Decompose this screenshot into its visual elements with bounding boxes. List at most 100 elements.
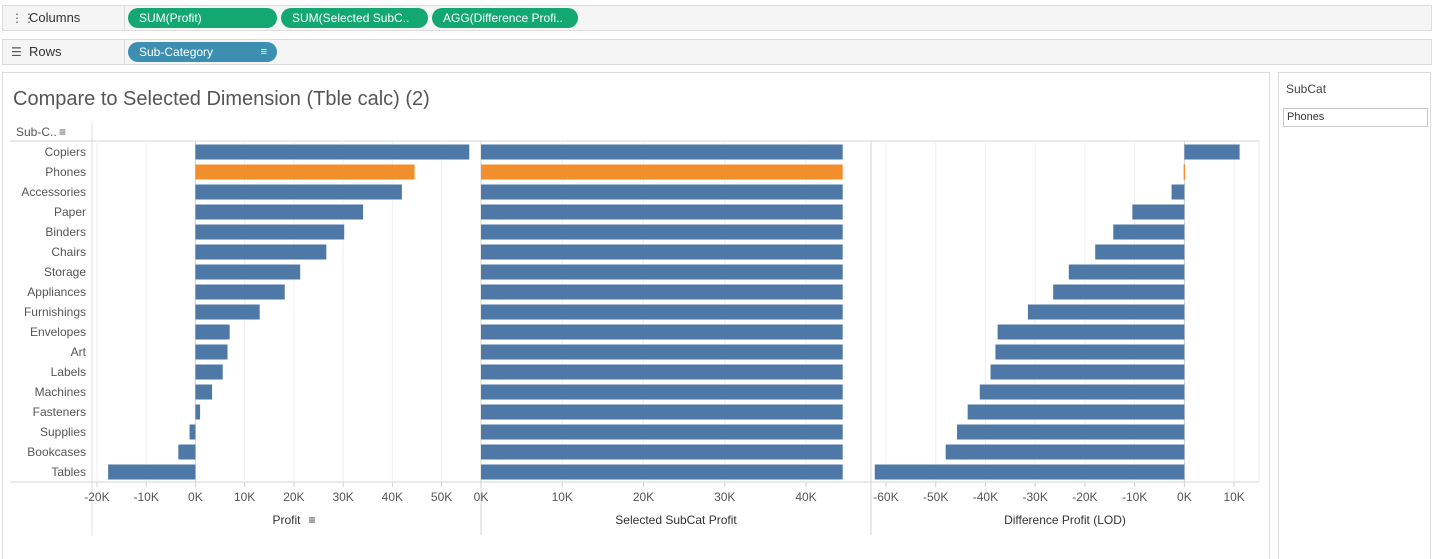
tick-label: 40K (382, 490, 403, 504)
chart-title: Compare to Selected Dimension (Tble calc… (13, 88, 430, 110)
bar (195, 324, 230, 340)
rows-pill-subcategory-label: Sub-Category (139, 45, 214, 59)
sort-descending-icon[interactable]: ≡ (260, 46, 267, 58)
columns-pill-difference-label: AGG(Difference Profi.. (443, 11, 563, 25)
bar (995, 344, 1185, 360)
filter-input[interactable]: Phones (1283, 108, 1428, 127)
bar (997, 324, 1185, 340)
tick-label: -50K (923, 490, 948, 504)
rows-shelf-label: ☰ Rows (3, 40, 125, 64)
bar (195, 204, 364, 220)
columns-pill-selected[interactable]: SUM(Selected SubC.. (281, 8, 428, 28)
bar (874, 464, 1185, 480)
bar (1184, 144, 1240, 160)
bar-chart: Sub-C.. ≡CopiersPhonesAccessoriesPaperBin… (10, 122, 1260, 535)
columns-pill-selected-label: SUM(Selected SubC.. (292, 11, 410, 25)
bar (195, 364, 223, 380)
tick-label: 10K (234, 490, 255, 504)
rows-shelf: ☰ Rows Sub-Category ≡ (2, 39, 1432, 65)
category-label: Copiers (45, 145, 86, 159)
bar (481, 324, 843, 340)
category-label: Labels (51, 365, 86, 379)
tick-label: 0K (1177, 490, 1192, 504)
columns-shelf-label: ⋮⋮Columns (3, 6, 125, 30)
bar (195, 284, 285, 300)
tick-label: -30K (1022, 490, 1047, 504)
bar (195, 164, 415, 180)
category-label: Phones (45, 165, 86, 179)
row-header-label: Sub-C.. (16, 125, 57, 139)
category-label: Binders (45, 225, 86, 239)
bar (195, 404, 201, 420)
category-label: Storage (44, 265, 86, 279)
bar (481, 224, 843, 240)
bar (1053, 284, 1185, 300)
bar (1171, 184, 1185, 200)
columns-pill-difference[interactable]: AGG(Difference Profi.. (432, 8, 578, 28)
bar (195, 304, 260, 320)
bar (481, 424, 843, 440)
bar (957, 424, 1185, 440)
category-label: Fasteners (33, 405, 86, 419)
tick-label: -60K (873, 490, 898, 504)
category-label: Appliances (27, 285, 86, 299)
bar (195, 144, 470, 160)
bar (108, 464, 196, 480)
bar (990, 364, 1185, 380)
bar (481, 464, 843, 480)
tick-label: -10K (1122, 490, 1147, 504)
category-label: Chairs (51, 245, 86, 259)
axis-title: Selected SubCat Profit (615, 513, 737, 527)
bar (195, 264, 301, 280)
category-label: Tables (51, 465, 86, 479)
tick-label: -20K (1072, 490, 1097, 504)
bar (481, 444, 843, 460)
axis-title: Profit (272, 513, 301, 527)
category-label: Bookcases (27, 445, 86, 459)
tick-label: 40K (795, 490, 816, 504)
tick-label: -20K (84, 490, 109, 504)
bar (178, 444, 196, 460)
axis-title: Difference Profit (LOD) (1004, 513, 1126, 527)
category-label: Machines (35, 385, 86, 399)
columns-pill-profit[interactable]: SUM(Profit) (128, 8, 277, 28)
rows-label: Rows (29, 44, 62, 59)
sort-descending-icon: ≡ (59, 125, 66, 139)
bar (481, 304, 843, 320)
bar (481, 264, 843, 280)
category-label: Supplies (40, 425, 86, 439)
columns-label: Columns (29, 10, 81, 25)
bar (1132, 204, 1185, 220)
tick-label: 0K (188, 490, 203, 504)
bar (1095, 244, 1185, 260)
tick-label: -10K (133, 490, 158, 504)
bar (481, 384, 843, 400)
bar (189, 424, 196, 440)
columns-pill-profit-label: SUM(Profit) (139, 11, 202, 25)
bar (481, 204, 843, 220)
tick-label: 20K (633, 490, 654, 504)
rows-icon: ☰ (11, 45, 22, 59)
category-label: Paper (54, 205, 86, 219)
sort-descending-icon: ≡ (309, 513, 316, 527)
bar (979, 384, 1185, 400)
category-label: Envelopes (30, 325, 86, 339)
bar (195, 384, 213, 400)
bar (481, 144, 843, 160)
tick-label: 30K (714, 490, 735, 504)
bar (195, 184, 402, 200)
filter-card: SubCat Phones (1278, 72, 1431, 559)
tick-label: 10K (552, 490, 573, 504)
bar (1183, 164, 1186, 180)
bar (967, 404, 1185, 420)
bar (481, 244, 843, 260)
bar (1027, 304, 1185, 320)
tick-label: 0K (474, 490, 489, 504)
tick-label: -40K (973, 490, 998, 504)
rows-pill-subcategory[interactable]: Sub-Category ≡ (128, 42, 277, 62)
bar (481, 404, 843, 420)
bar (1113, 224, 1185, 240)
bar (195, 344, 228, 360)
columns-shelf: ⋮⋮Columns SUM(Profit) SUM(Selected SubC.… (2, 5, 1432, 31)
category-label: Accessories (21, 185, 86, 199)
